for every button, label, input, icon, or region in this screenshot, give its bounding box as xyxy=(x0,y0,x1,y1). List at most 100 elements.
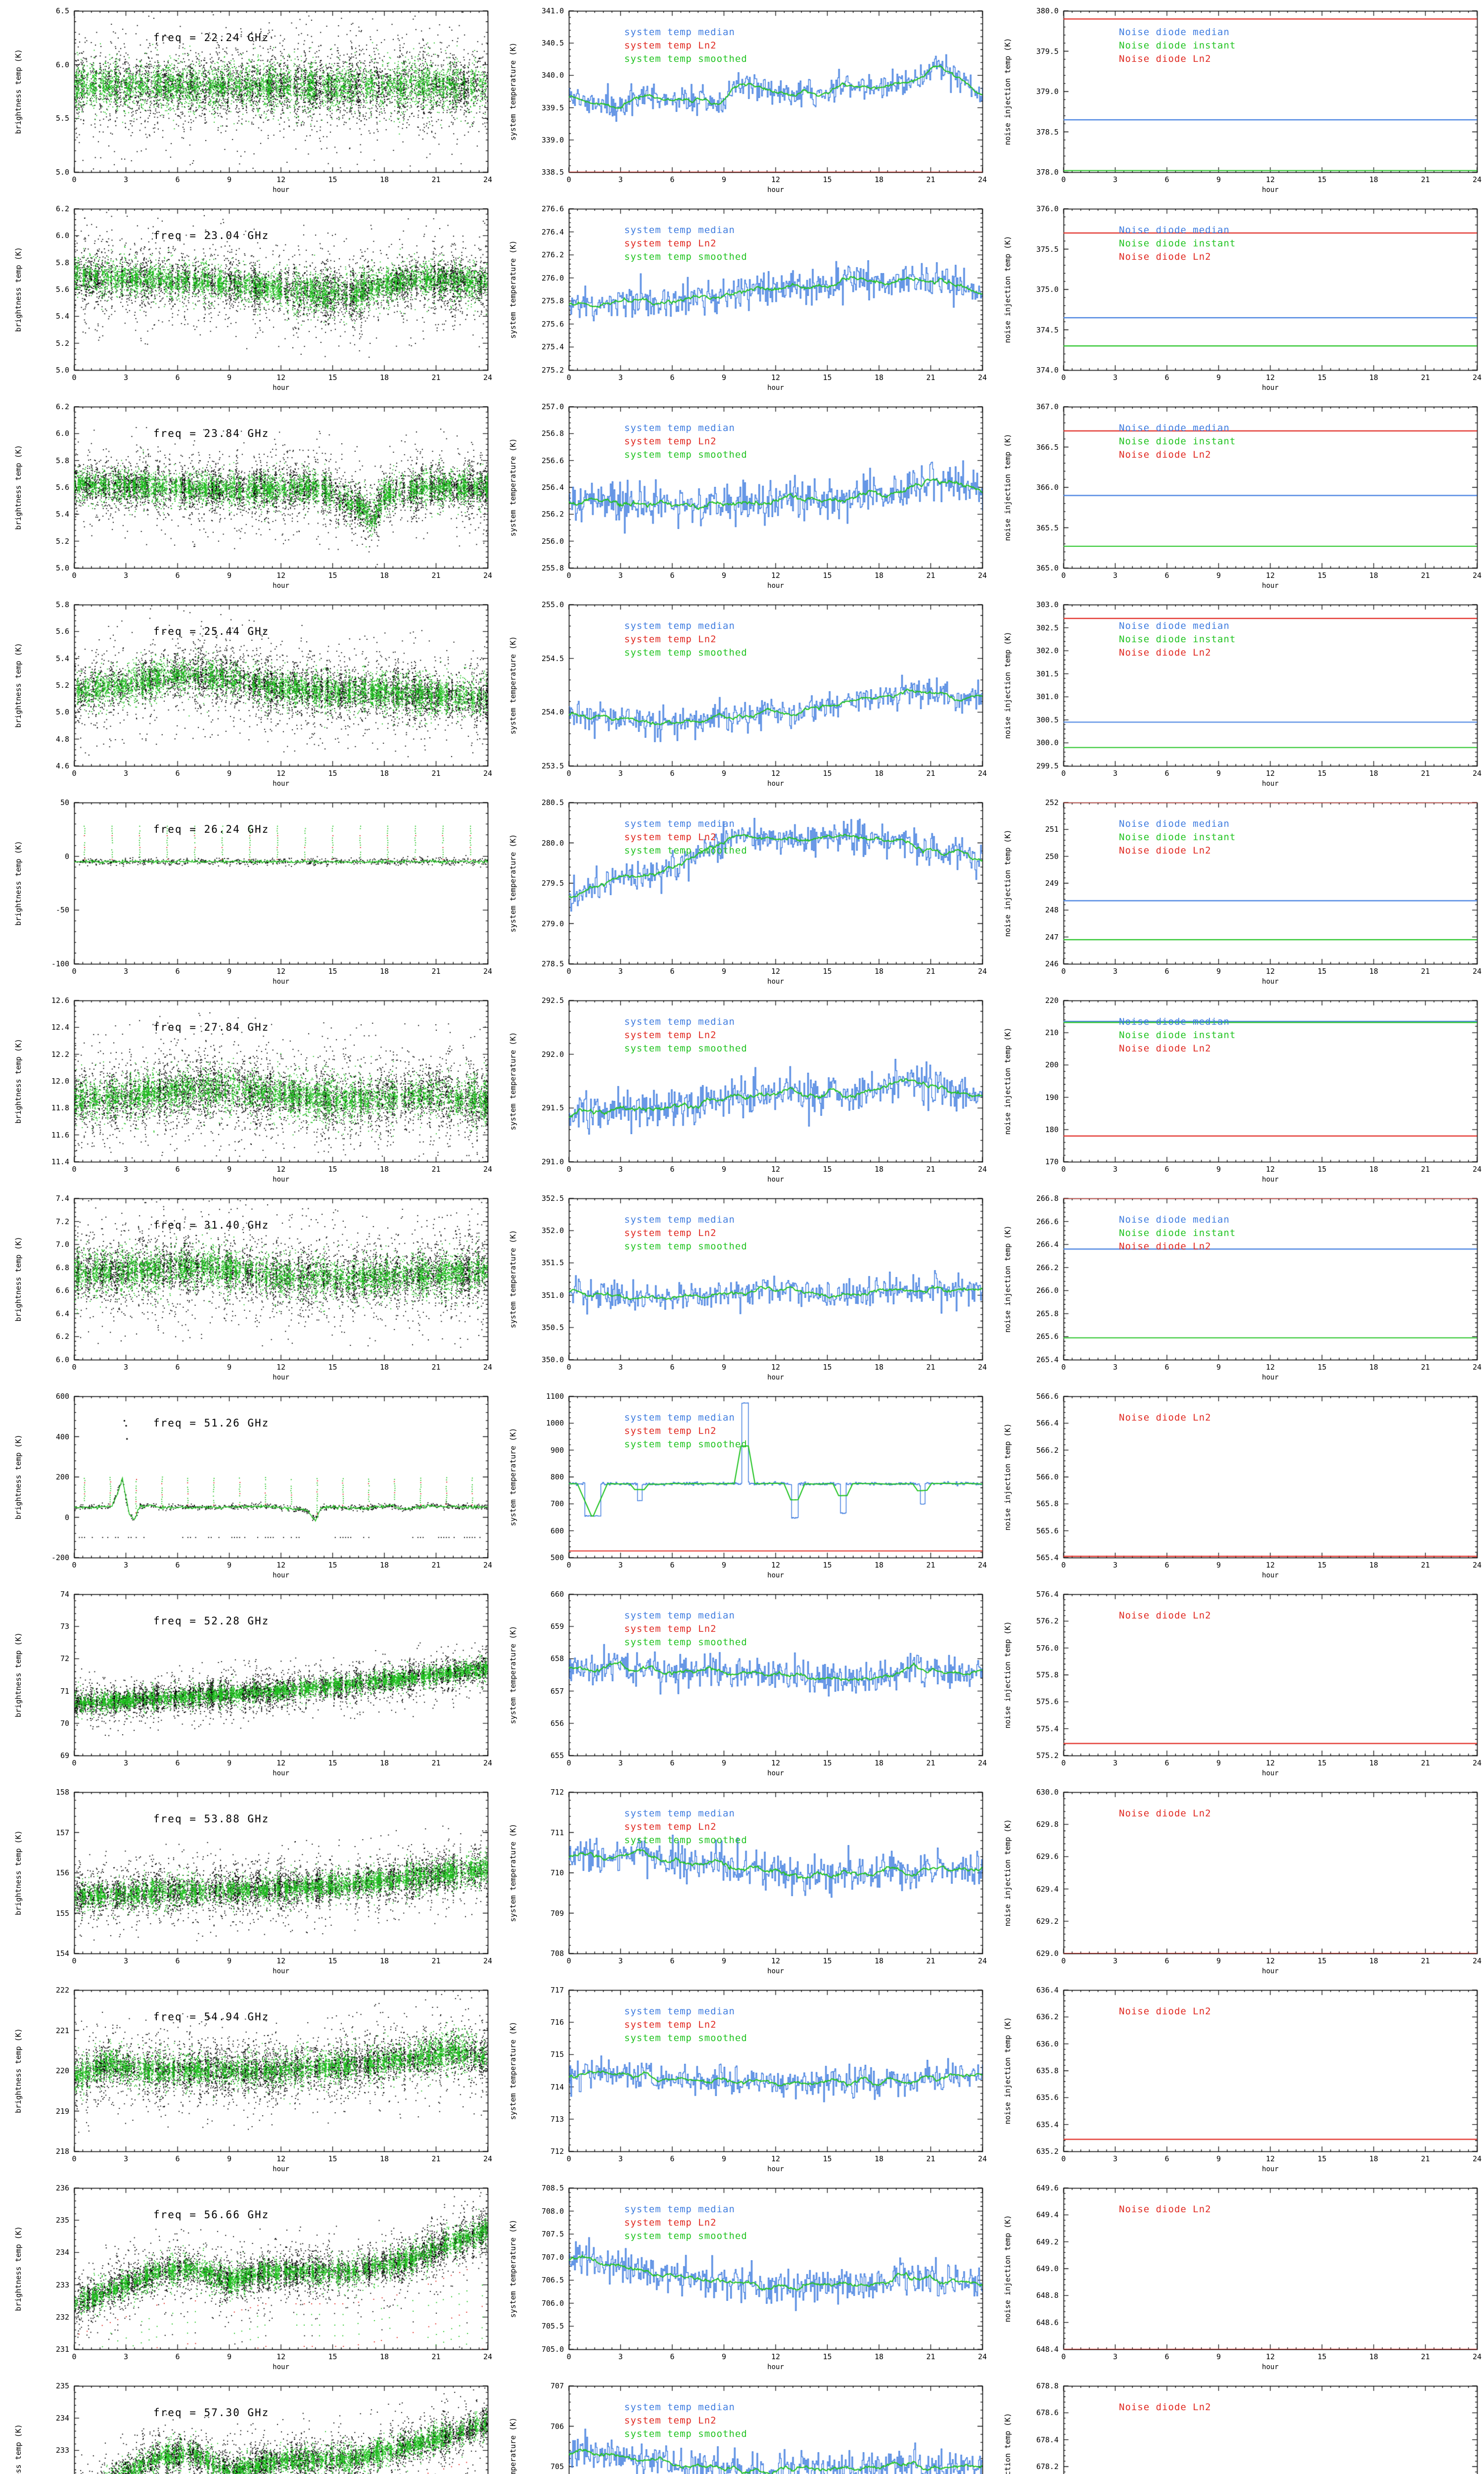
legend-entry-red: Noise diode Ln2 xyxy=(1119,2402,1211,2413)
x-tick-label: 3 xyxy=(123,571,129,580)
y-tick-label: 565.4 xyxy=(1036,1553,1059,1562)
freq-label: freq = 27.84 GHz xyxy=(153,1021,270,1033)
x-tick-label: 12 xyxy=(1265,1165,1275,1174)
x-tick-label: 6 xyxy=(1164,1956,1169,1965)
y-tick-label: 291.5 xyxy=(541,1103,564,1113)
legend-entry-red: system temp Ln2 xyxy=(624,1228,717,1238)
x-tick-label: 15 xyxy=(1317,1561,1327,1570)
legend-entry-blue: system temp median xyxy=(624,2006,735,2017)
y-tick-label: 12.2 xyxy=(51,1049,69,1059)
y-tick-label: 629.8 xyxy=(1036,1820,1059,1829)
brightness-temp-plot-canvas xyxy=(0,1979,495,2177)
y-tick-label: 5.0 xyxy=(55,708,69,717)
y-tick-label: 340.0 xyxy=(541,71,564,80)
legend-entry-blue: Noise diode median xyxy=(1119,1016,1230,1027)
x-tick-label: 24 xyxy=(977,2352,987,2361)
system-temp-plot: 712 713 714 715 716 717 0 3 6 9 12 15 18 21 24 hour syst… xyxy=(495,1979,989,2177)
y-tick-label: 5.0 xyxy=(55,366,69,375)
y-tick-label: 648.4 xyxy=(1036,2345,1059,2354)
x-tick-label: 24 xyxy=(977,1759,987,1767)
x-tick-label: 21 xyxy=(926,1759,935,1767)
system-temp-plot-canvas xyxy=(495,594,989,792)
x-tick-label: 21 xyxy=(431,1561,441,1570)
y-tick-label: 375.5 xyxy=(1036,244,1059,254)
x-tick-label: 15 xyxy=(823,2352,832,2361)
x-axis-label: hour xyxy=(767,1176,784,1184)
noise-injection-plot: 374.0 374.5 375.0 375.5 376.0 0 3 6 9 12 15 18 21 24 h… xyxy=(989,198,1484,396)
x-tick-label: 15 xyxy=(823,571,832,580)
system-temp-plot-canvas xyxy=(495,1781,989,1979)
x-tick-label: 21 xyxy=(926,571,935,580)
y-tick-label: -100 xyxy=(51,959,69,968)
system-temp-plot: 291.0 291.5 292.0 292.5 0 3 6 9 12 15 18 21 24 hour sy… xyxy=(495,990,989,1188)
y-tick-label: 292.0 xyxy=(541,1049,564,1059)
y-tick-label: 247 xyxy=(1045,932,1059,942)
y-tick-label: 5.2 xyxy=(55,338,69,348)
x-tick-label: 21 xyxy=(431,1956,441,1965)
x-tick-label: 9 xyxy=(1216,1956,1221,1965)
y-axis-label: noise injection temp (K) xyxy=(1003,1027,1012,1135)
x-tick-label: 21 xyxy=(926,1561,935,1570)
y-tick-label: 301.0 xyxy=(1036,692,1059,702)
x-tick-label: 15 xyxy=(823,967,832,976)
x-axis-label: hour xyxy=(1262,1967,1279,1975)
x-tick-label: 12 xyxy=(771,2352,781,2361)
x-tick-label: 9 xyxy=(721,1956,727,1965)
y-tick-label: 11.6 xyxy=(51,1130,69,1140)
x-tick-label: 9 xyxy=(227,2154,232,2163)
y-tick-label: 350.5 xyxy=(541,1323,564,1332)
x-tick-label: 21 xyxy=(926,373,935,382)
x-tick-label: 3 xyxy=(1113,1956,1118,1965)
x-tick-label: 6 xyxy=(1164,2352,1169,2361)
legend-entry-green: system temp smoothed xyxy=(624,1637,747,1648)
x-axis-label: hour xyxy=(1262,1571,1279,1579)
y-tick-label: 6.4 xyxy=(55,1309,69,1318)
y-tick-label: 300.5 xyxy=(1036,715,1059,724)
noise-injection-plot-canvas xyxy=(989,0,1484,198)
x-tick-label: 6 xyxy=(670,1759,675,1767)
x-tick-label: 18 xyxy=(379,1165,389,1174)
legend-entry-green: system temp smoothed xyxy=(624,1439,747,1450)
y-tick-label: 12.6 xyxy=(51,996,69,1005)
x-tick-label: 0 xyxy=(566,373,571,382)
x-tick-label: 15 xyxy=(1317,571,1327,580)
brightness-temp-plot-canvas xyxy=(0,0,495,198)
freq-label: freq = 26.24 GHz xyxy=(153,823,270,835)
brightness-temp-plot: 23023123223323423503691215182124hourbrig… xyxy=(0,2375,495,2474)
brightness-temp-plot-canvas xyxy=(0,396,495,594)
x-tick-label: 12 xyxy=(771,175,781,184)
noise-injection-plot-canvas xyxy=(989,792,1484,990)
x-tick-label: 12 xyxy=(771,967,781,976)
legend-entry-red: Noise diode Ln2 xyxy=(1119,647,1211,658)
x-tick-label: 24 xyxy=(483,2154,493,2163)
x-tick-label: 3 xyxy=(123,373,129,382)
legend-entry-red: system temp Ln2 xyxy=(624,436,717,447)
brightness-temp-plot-canvas xyxy=(0,1385,495,1583)
x-tick-label: 18 xyxy=(379,1363,389,1372)
x-tick-label: 12 xyxy=(771,1363,781,1372)
y-tick-label: 7.4 xyxy=(55,1194,69,1203)
legend-entry-red: system temp Ln2 xyxy=(624,1030,717,1041)
y-tick-label: 678.2 xyxy=(1036,2462,1059,2471)
y-tick-label: 365.5 xyxy=(1036,523,1059,532)
x-tick-label: 15 xyxy=(1317,2154,1327,2163)
freq-label: freq = 22.24 GHz xyxy=(153,32,270,44)
x-tick-label: 6 xyxy=(175,967,180,976)
x-tick-label: 12 xyxy=(1265,2154,1275,2163)
x-tick-label: 12 xyxy=(771,373,781,382)
y-tick-label: 246 xyxy=(1045,959,1059,968)
y-tick-label: 710 xyxy=(550,1868,564,1877)
y-axis-label: system temperature (K) xyxy=(509,834,517,933)
x-tick-label: 12 xyxy=(276,769,286,778)
x-tick-label: 18 xyxy=(874,2154,884,2163)
x-tick-label: 12 xyxy=(1265,1956,1275,1965)
x-tick-label: 0 xyxy=(566,1561,571,1570)
x-tick-label: 0 xyxy=(1061,1759,1066,1767)
freq-label: freq = 52.28 GHz xyxy=(153,1615,270,1627)
x-tick-label: 24 xyxy=(483,967,493,976)
x-tick-label: 0 xyxy=(1061,967,1066,976)
x-tick-label: 24 xyxy=(1472,1165,1482,1174)
channel-row-23.04: 5.0 5.2 5.4 5.6 5.8 6.0 6.2 0 3 6 9 12 15 18 21 24 hour b… xyxy=(0,198,1484,396)
x-tick-label: 24 xyxy=(1472,1363,1482,1372)
y-axis-label: system temperature (K) xyxy=(509,1032,517,1131)
